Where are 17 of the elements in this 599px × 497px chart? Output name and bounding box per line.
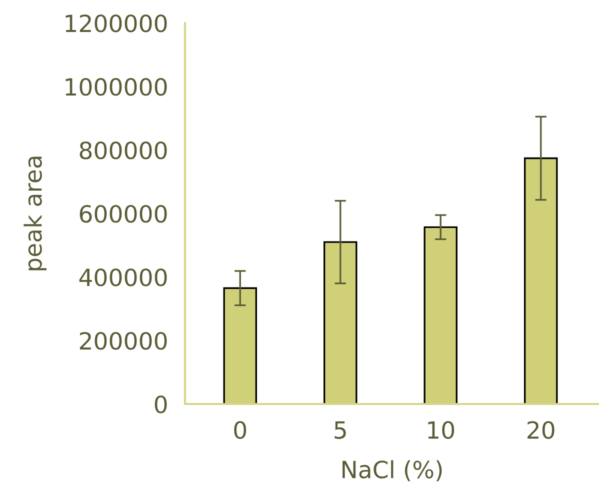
x-tick-label: 20 <box>528 421 554 439</box>
bar <box>223 287 258 404</box>
y-tick-label: 0 <box>154 395 167 414</box>
bar <box>524 157 558 404</box>
x-tick-label: 0 <box>234 421 246 439</box>
x-tick-label: 5 <box>334 421 346 439</box>
y-axis-title: peak area <box>24 156 47 270</box>
y-tick-label: 200000 <box>80 332 167 350</box>
x-axis-title: NaCl (%) <box>342 460 442 482</box>
y-tick-label: 1200000 <box>66 14 167 32</box>
y-tick-label: 400000 <box>79 268 167 286</box>
bar <box>324 241 358 404</box>
y-tick-label: 800000 <box>80 141 167 160</box>
bar <box>424 226 458 404</box>
y-tick-label: 600000 <box>80 204 167 223</box>
y-tick-label: 1000000 <box>66 78 167 96</box>
x-tick-label: 10 <box>428 421 454 439</box>
